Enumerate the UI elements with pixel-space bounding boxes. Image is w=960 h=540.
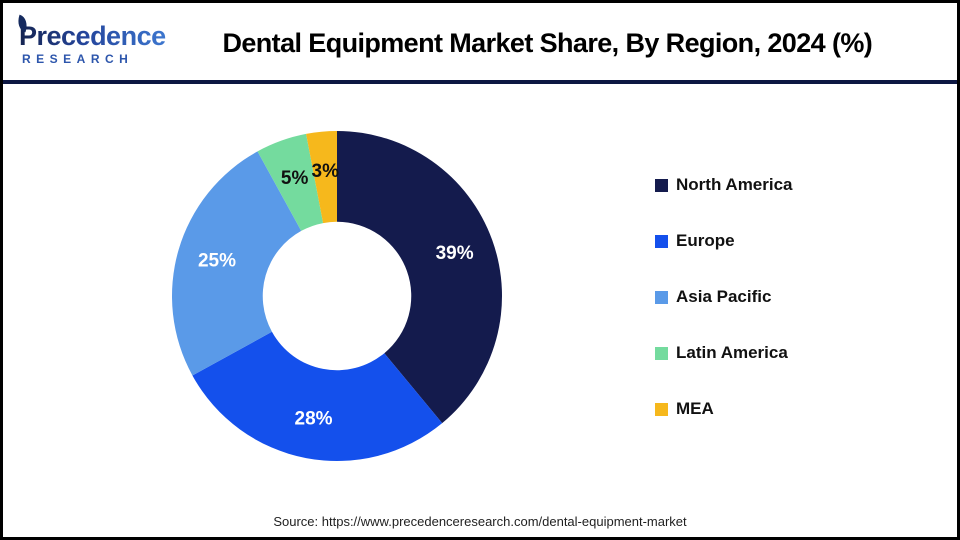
legend-label: Asia Pacific <box>676 287 772 306</box>
pie-label-europe: 28% <box>295 408 333 429</box>
source-text: Source: https://www.precedenceresearch.c… <box>273 514 687 529</box>
legend-swatch <box>655 178 668 192</box>
donut-chart: 39% 28% 25% 5% 3% <box>172 131 503 461</box>
header: Precedence RESEARCH Dental Equipment Mar… <box>3 3 957 80</box>
pie-label-latin-america: 5% <box>281 168 309 189</box>
legend: North America Europe Asia Pacific Latin Ame… <box>655 157 793 437</box>
pie-slice-latin-america <box>257 133 324 231</box>
pie-label-north-america: 39% <box>436 243 474 264</box>
legend-label: MEA <box>676 399 714 418</box>
legend-swatch <box>655 234 668 248</box>
legend-item-asia-pacific: Asia Pacific <box>655 269 793 325</box>
logo-subtitle: RESEARCH <box>22 51 134 66</box>
legend-label: Latin America <box>676 343 788 362</box>
pie-slice-north-america <box>337 131 503 424</box>
pie-slice-asia-pacific <box>172 151 302 376</box>
pie-slice-mea <box>306 131 337 224</box>
legend-swatch <box>655 402 668 416</box>
legend-label: North America <box>676 175 793 194</box>
legend-item-europe: Europe <box>655 213 793 269</box>
header-divider <box>3 80 957 84</box>
logo-name: Precedence <box>19 20 166 51</box>
pie-label-asia-pacific: 25% <box>198 251 236 272</box>
precedence-research-logo: Precedence RESEARCH <box>14 14 166 66</box>
legend-item-latin-america: Latin America <box>655 325 793 381</box>
chart-title: Dental Equipment Market Share, By Region… <box>222 28 873 58</box>
legend-swatch <box>655 290 668 304</box>
pie-slice-europe <box>192 331 443 461</box>
legend-item-north-america: North America <box>655 157 793 213</box>
legend-swatch <box>655 346 668 360</box>
pie-label-mea: 3% <box>312 161 340 182</box>
legend-item-mea: MEA <box>655 381 793 437</box>
legend-label: Europe <box>676 231 735 250</box>
